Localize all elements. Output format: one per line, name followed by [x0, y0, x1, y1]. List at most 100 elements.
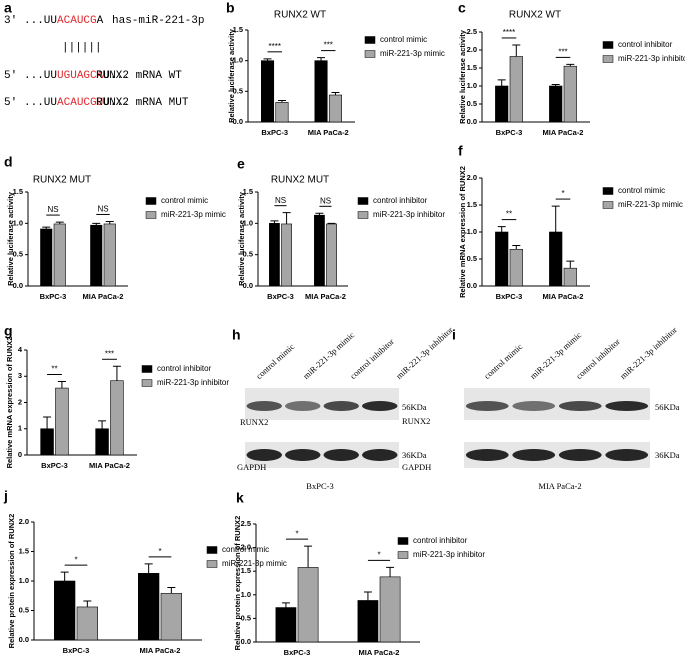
y-tick-label: 2.0 — [241, 543, 251, 552]
x-tick-label: MIA PaCa-2 — [83, 292, 124, 301]
bar — [138, 573, 160, 641]
error-bar — [270, 220, 279, 224]
bar — [76, 606, 98, 641]
y-tick-label: 0.5 — [233, 86, 243, 95]
y-tick-label: 0.5 — [19, 605, 29, 614]
legend-label: control mimic — [618, 186, 665, 195]
y-tick-label: 2.5 — [241, 519, 251, 528]
legend-swatch — [145, 211, 157, 219]
panel-letter: f — [458, 143, 463, 159]
protein-band — [285, 401, 321, 411]
significance-label: ** — [506, 210, 512, 219]
error-bar — [317, 57, 326, 61]
y-tick-label: 3 — [18, 371, 22, 380]
y-tick-label: 1.5 — [243, 187, 253, 196]
legend-swatch — [145, 197, 157, 205]
y-tick-label: 2 — [18, 397, 22, 406]
y-axis-label: Relative mRNA expression of RUNX2 — [458, 166, 467, 298]
y-tick-label: 1.5 — [233, 25, 243, 34]
y-tick-label: 0.0 — [13, 281, 23, 290]
bar — [509, 56, 523, 123]
cell-line-label: BxPC-3 — [306, 481, 333, 491]
significance-label: NS — [320, 196, 331, 205]
error-bar — [112, 365, 121, 381]
lane-label: miR-221-3p inhibitor — [394, 325, 455, 381]
lane-label: control inhibitor — [574, 336, 622, 381]
error-bar — [386, 566, 395, 577]
panel-letter: c — [458, 0, 466, 16]
x-tick-label: MIA PaCa-2 — [89, 461, 130, 470]
legend-label: miR-221-3p inhibitor — [413, 550, 485, 559]
y-tick-label: 1.5 — [467, 63, 477, 72]
y-tick-label: 0.5 — [241, 613, 251, 622]
sequence-segment: A — [97, 15, 104, 27]
y-tick-label: 0.0 — [243, 281, 253, 290]
legend-label: control mimic — [161, 196, 208, 205]
y-tick-label: 2.5 — [467, 27, 477, 36]
chart-title: RUNX2 WT — [509, 10, 561, 21]
error-bar — [566, 260, 575, 269]
prime-label: 5' — [4, 70, 17, 82]
legend-label: control mimic — [380, 35, 427, 44]
legend-label: control inhibitor — [618, 40, 673, 49]
bar — [54, 580, 76, 641]
bar — [357, 600, 379, 643]
y-tick-label: 0.5 — [243, 250, 253, 259]
error-bar — [497, 79, 506, 86]
significance-label: *** — [105, 349, 114, 358]
protein-band — [512, 401, 556, 411]
x-tick-label: MIA PaCa-2 — [308, 128, 349, 137]
sequence-segment: ...UU — [24, 97, 57, 109]
legend-label: control inhibitor — [157, 364, 212, 373]
error-bar — [144, 563, 153, 574]
sequence-segment: ACAUCGU — [57, 97, 103, 109]
bar — [549, 231, 563, 287]
legend-label: control mimic — [222, 545, 269, 554]
bar — [314, 214, 325, 287]
panel-letter: e — [237, 156, 245, 172]
error-bar — [512, 44, 521, 57]
error-bar — [566, 63, 575, 67]
significance-label: ** — [51, 365, 57, 374]
y-tick-label: 1.5 — [241, 566, 251, 575]
significance-label: NS — [97, 205, 108, 214]
sequence-segment: UGUAGCA — [57, 70, 104, 82]
bar — [326, 223, 337, 287]
sequence-segment: ACAUCG — [57, 15, 97, 27]
protein-band — [605, 449, 649, 461]
legend-label: control inhibitor — [373, 196, 428, 205]
error-bar — [315, 212, 324, 216]
bar — [549, 85, 563, 123]
y-tick-label: 1.5 — [467, 200, 477, 209]
y-tick-label: 4 — [18, 345, 23, 354]
protein-band — [558, 401, 602, 411]
significance-label: * — [377, 551, 380, 560]
bar — [90, 224, 103, 287]
legend-swatch — [602, 201, 614, 209]
y-tick-label: 2.0 — [467, 45, 477, 54]
protein-label: GAPDH — [402, 462, 431, 472]
chart-title: RUNX2 MUT — [271, 175, 329, 186]
marker-label: 56KDa — [655, 402, 680, 412]
bar — [275, 607, 297, 643]
sequence-segment: U... — [103, 70, 129, 82]
marker-label: 36KDa — [655, 450, 680, 460]
lane-label: control inhibitor — [348, 336, 396, 381]
bar — [509, 248, 523, 287]
y-tick-label: 0.0 — [467, 281, 477, 290]
panel-letter: g — [4, 323, 13, 339]
protein-band — [362, 449, 398, 461]
protein-band — [323, 401, 359, 411]
error-bar — [331, 92, 340, 96]
sequence-segment: U... — [103, 97, 129, 109]
error-bar — [55, 221, 64, 224]
y-tick-label: 1 — [18, 424, 22, 433]
error-bar — [105, 220, 114, 224]
y-tick-label: 1.0 — [233, 56, 243, 65]
bar — [563, 267, 577, 287]
legend-swatch — [364, 36, 376, 44]
y-tick-label: 1.0 — [19, 576, 29, 585]
bar — [110, 380, 124, 456]
x-tick-label: BxPC-3 — [40, 292, 67, 301]
